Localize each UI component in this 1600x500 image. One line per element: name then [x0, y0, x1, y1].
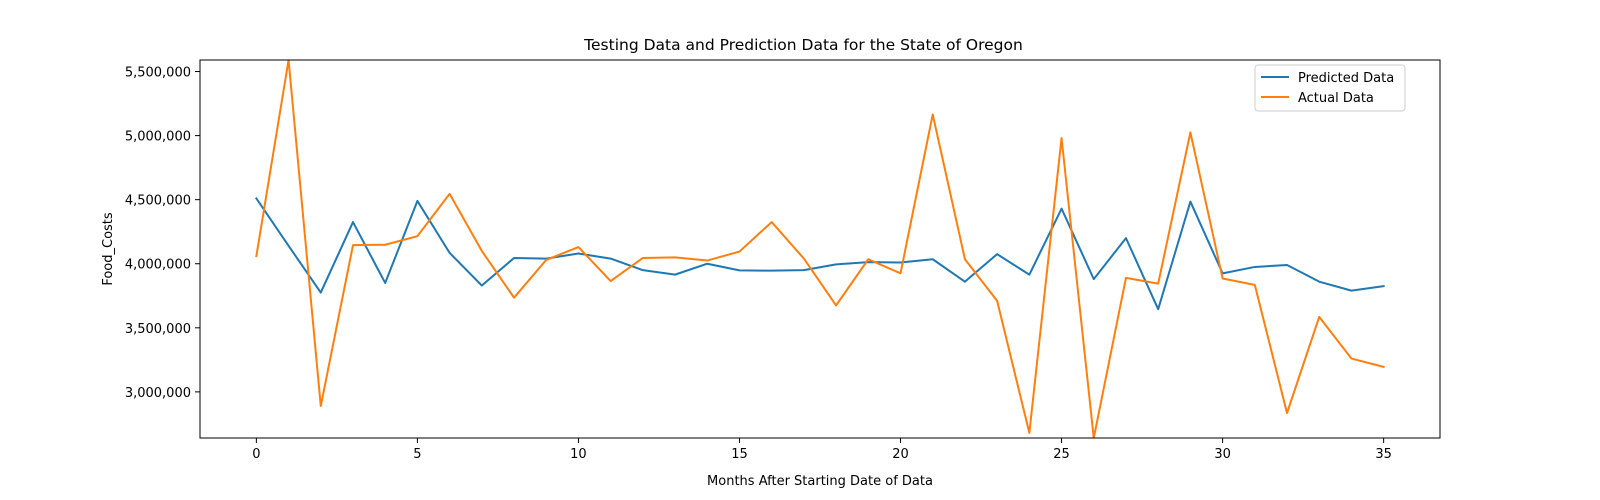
legend-label: Predicted Data — [1298, 71, 1394, 86]
series-line-predicted — [254, 197, 1385, 311]
y-tick-label: 3,000,000 — [125, 386, 191, 401]
legend: Predicted Data Actual Data — [1254, 64, 1406, 112]
chart-title: Testing Data and Prediction Data for the… — [583, 36, 1023, 54]
y-tick-label: 4,500,000 — [125, 194, 191, 209]
x-tick-label: 25 — [1053, 447, 1070, 462]
y-tick-label: 5,500,000 — [125, 66, 191, 81]
y-tick-label: 3,500,000 — [125, 322, 191, 337]
x-axis: 0 5 10 15 20 25 30 35 — [252, 438, 1392, 462]
y-axis: 3,000,000 3,500,000 4,000,000 4,500,000 5,00… — [125, 66, 200, 401]
legend-label: Actual Data — [1298, 91, 1374, 106]
x-tick-label: 15 — [731, 447, 748, 462]
x-tick-label: 0 — [252, 447, 260, 462]
x-tick-label: 30 — [1214, 447, 1231, 462]
x-axis-title: Months After Starting Date of Data — [707, 474, 933, 489]
y-axis-title: Food_Costs — [101, 212, 116, 286]
y-tick-label: 4,000,000 — [125, 258, 191, 273]
x-tick-label: 10 — [570, 447, 587, 462]
series-line-actual — [255, 60, 1385, 438]
x-tick-label: 20 — [892, 447, 909, 462]
plot-area-frame — [199, 59, 1441, 439]
x-tick-label: 35 — [1375, 447, 1392, 462]
x-tick-label: 5 — [413, 447, 421, 462]
y-tick-label: 5,000,000 — [125, 130, 191, 145]
legend-box — [1254, 64, 1406, 112]
